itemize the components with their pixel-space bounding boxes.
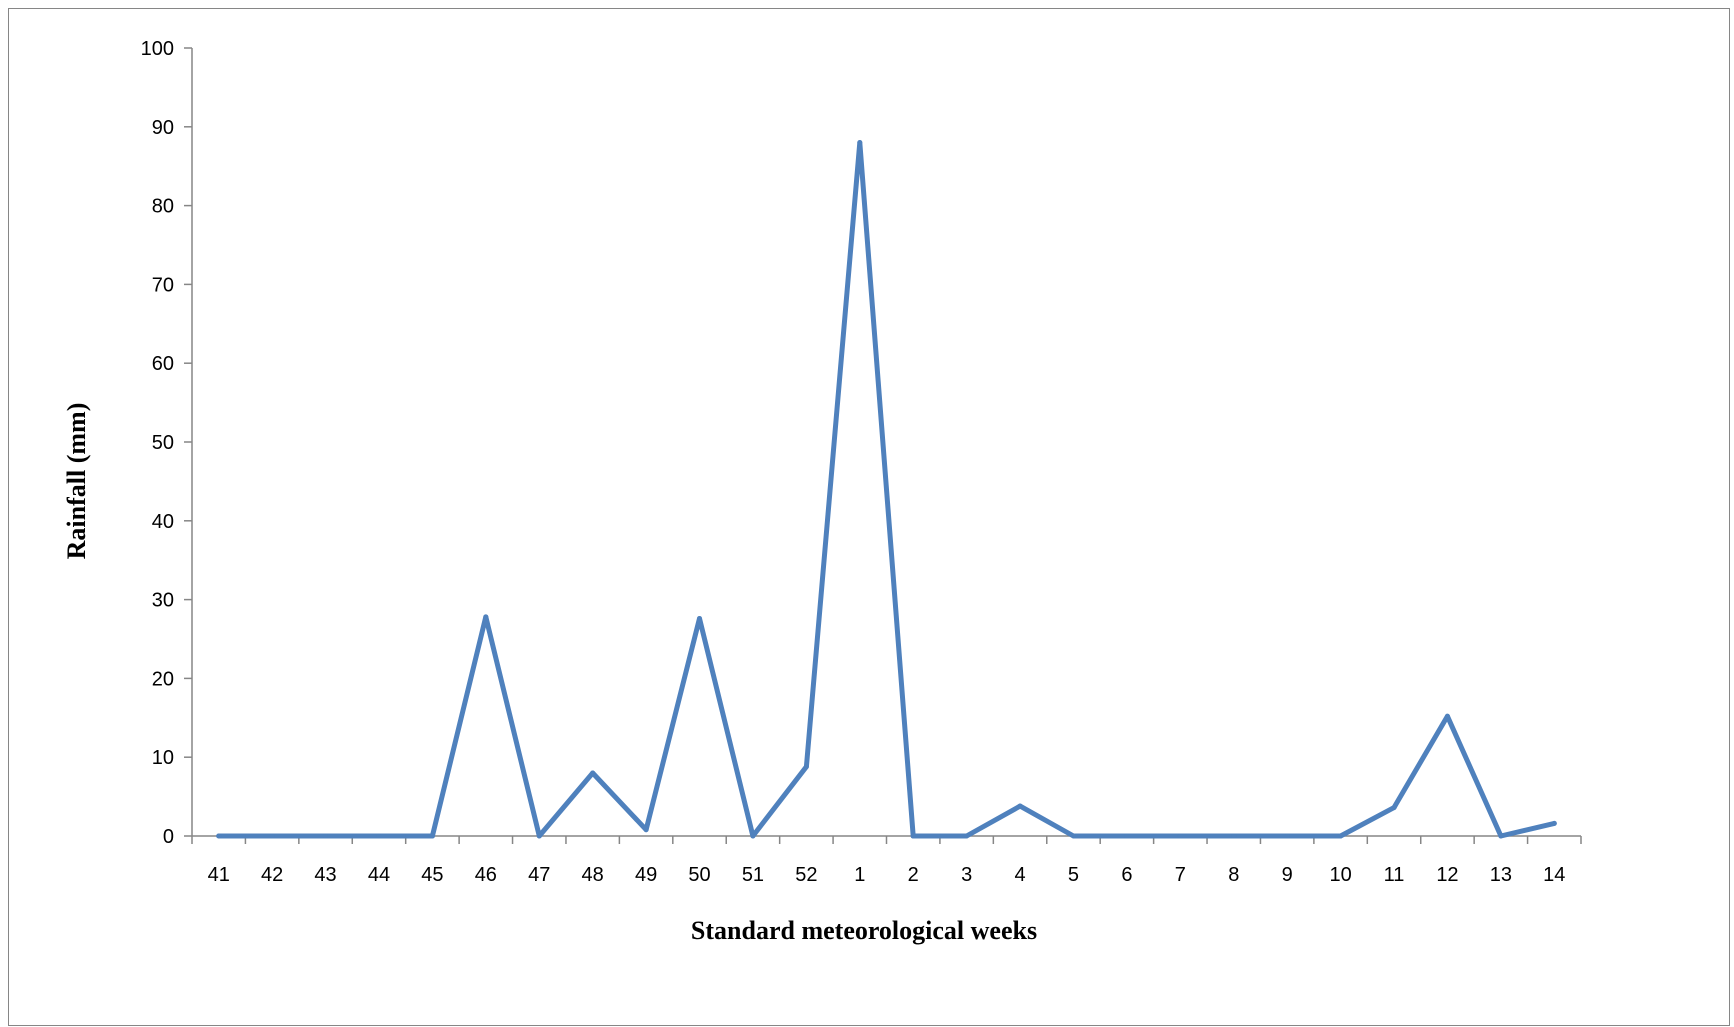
data-point	[323, 833, 329, 839]
x-tick-label: 47	[528, 864, 550, 886]
x-tick-label: 46	[475, 864, 497, 886]
y-tick-label: 20	[152, 668, 174, 690]
x-tick-label: 42	[261, 864, 283, 886]
y-tick-label: 90	[152, 117, 174, 139]
x-tick-label: 45	[421, 864, 443, 886]
x-tick-label: 11	[1384, 864, 1405, 886]
x-tick-label: 13	[1490, 864, 1512, 886]
y-tick-label: 60	[152, 353, 174, 375]
y-tick-label: 100	[141, 38, 174, 60]
x-tick-label: 7	[1175, 864, 1186, 886]
y-tick-label: 10	[152, 747, 174, 769]
y-tick-label: 70	[152, 274, 174, 296]
x-tick-label: 10	[1329, 864, 1351, 886]
x-tick-label: 43	[314, 864, 336, 886]
data-point	[269, 833, 275, 839]
data-point	[590, 770, 596, 776]
x-tick-label: 4	[1014, 864, 1025, 886]
y-tick-label: 0	[163, 826, 174, 848]
x-tick-label: 9	[1282, 864, 1293, 886]
data-point	[803, 764, 809, 770]
x-tick-label: 6	[1121, 864, 1132, 886]
x-tick-label: 12	[1436, 864, 1458, 886]
data-point	[1070, 833, 1076, 839]
x-tick-label: 1	[854, 864, 865, 886]
x-tick-label: 44	[368, 864, 390, 886]
x-tick-label: 48	[582, 864, 604, 886]
data-point	[1017, 803, 1023, 809]
x-axis-ticks: 41 42 43 44 45 46 47 48 49 50 51 52 1 2 3 4 5 6 7 8 9 10 11 12 1…	[191, 836, 1582, 886]
x-tick-label: 8	[1228, 864, 1239, 886]
data-point	[964, 833, 970, 839]
y-tick-label: 50	[152, 432, 174, 454]
y-axis-ticks: 0 10 20 30 40 50 60 70 80 90 100	[141, 38, 192, 848]
data-point	[1124, 833, 1130, 839]
data-point	[697, 616, 703, 622]
data-point	[1231, 833, 1237, 839]
x-tick-label: 51	[742, 864, 764, 886]
data-point	[1551, 820, 1557, 826]
data-point	[910, 833, 916, 839]
data-point	[1498, 833, 1504, 839]
data-point	[216, 833, 222, 839]
data-series	[216, 140, 1557, 839]
data-point	[1444, 713, 1450, 719]
data-point	[1391, 805, 1397, 811]
series-line	[216, 140, 1557, 839]
data-point	[1338, 833, 1344, 839]
data-point	[483, 614, 489, 620]
data-point	[376, 833, 382, 839]
data-point	[643, 827, 649, 833]
x-tick-label: 5	[1068, 864, 1079, 886]
data-point	[1177, 833, 1183, 839]
x-tick-label: 41	[208, 864, 230, 886]
x-tick-label: 52	[795, 864, 817, 886]
x-tick-label: 3	[961, 864, 972, 886]
x-tick-label: 49	[635, 864, 657, 886]
data-point	[857, 140, 863, 146]
x-axis-title: Standard meteorological weeks	[691, 916, 1037, 945]
y-tick-label: 80	[152, 196, 174, 218]
data-point	[536, 833, 542, 839]
x-tick-label: 14	[1543, 864, 1565, 886]
data-point	[750, 833, 756, 839]
x-tick-label: 2	[908, 864, 919, 886]
x-tick-label: 50	[688, 864, 710, 886]
y-axis-title: Rainfall (mm)	[62, 403, 91, 560]
axes	[191, 48, 1581, 837]
y-tick-label: 30	[152, 590, 174, 612]
data-point	[429, 833, 435, 839]
chart-area: 0 10 20 30 40 50 60 70 80 90 100 41 42 43 44 45 46 47 48 4…	[8, 8, 1730, 1026]
data-point	[1284, 833, 1290, 839]
y-tick-label: 40	[152, 511, 174, 533]
